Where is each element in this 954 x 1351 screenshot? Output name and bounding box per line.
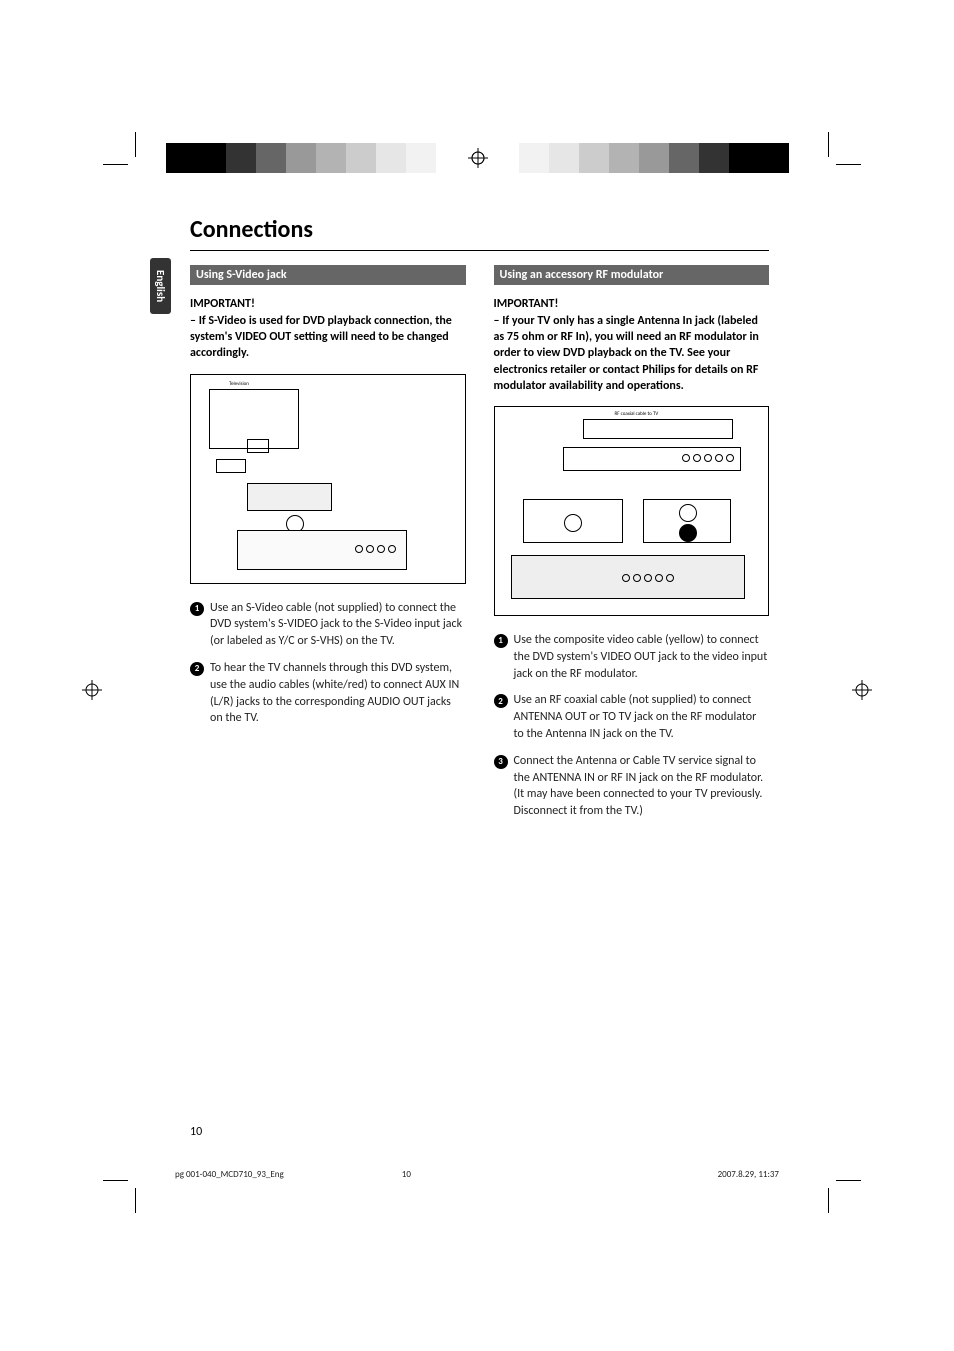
registration-mark-left — [82, 680, 102, 700]
footer-date: 2007.8.29, 11:37 — [573, 1169, 779, 1180]
crop-mark-bl — [103, 1173, 143, 1213]
page-number: 10 — [190, 1125, 202, 1139]
left-column: Using S-Video jack IMPORTANT! – If S-Vid… — [190, 265, 466, 830]
footer-filename: pg 001-040_MCD710_93_Eng — [175, 1169, 284, 1180]
diagram-svideo: Television — [190, 374, 466, 584]
registration-mark-bottom — [468, 148, 488, 168]
color-bar-left — [166, 143, 436, 173]
important-label: IMPORTANT! — [190, 297, 466, 311]
title-underline — [190, 250, 769, 251]
important-text-rf: – If your TV only has a single Antenna I… — [494, 313, 770, 394]
language-tab: English — [150, 258, 171, 314]
step-item: 2 To hear the TV channels through this DV… — [190, 660, 466, 727]
steps-rf: 1 Use the composite video cable (yellow) … — [494, 632, 770, 830]
step-number-icon: 1 — [190, 602, 204, 616]
step-number-icon: 2 — [190, 662, 204, 676]
step-number-icon: 1 — [494, 634, 508, 648]
important-label: IMPORTANT! — [494, 297, 770, 311]
footer-page: 10 — [284, 1169, 573, 1180]
steps-svideo: 1 Use an S-Video cable (not supplied) to … — [190, 600, 466, 738]
step-text: Connect the Antenna or Cable TV service … — [514, 753, 770, 820]
diagram-ant-label: RF coaxial cable to TV — [615, 411, 659, 417]
important-text-svideo: – If S-Video is used for DVD playback co… — [190, 313, 466, 362]
step-text: Use an S-Video cable (not supplied) to c… — [210, 600, 466, 650]
color-bar-right — [519, 143, 789, 173]
step-item: 3 Connect the Antenna or Cable TV service… — [494, 753, 770, 820]
step-text: Use the composite video cable (yellow) t… — [514, 632, 770, 682]
step-item: 2 Use an RF coaxial cable (not supplied) … — [494, 692, 770, 742]
crop-mark-tl — [103, 132, 143, 172]
registration-mark-right — [852, 680, 872, 700]
step-item: 1 Use an S-Video cable (not supplied) to … — [190, 600, 466, 650]
step-text: Use an RF coaxial cable (not supplied) t… — [514, 692, 770, 742]
section-heading-rf: Using an accessory RF modulator — [494, 265, 770, 285]
footer: pg 001-040_MCD710_93_Eng 10 2007.8.29, 1… — [175, 1169, 779, 1180]
step-number-icon: 2 — [494, 694, 508, 708]
crop-mark-br — [821, 1173, 861, 1213]
right-column: Using an accessory RF modulator IMPORTAN… — [494, 265, 770, 830]
page-content: Connections Using S-Video jack IMPORTANT… — [190, 215, 769, 830]
diagram-tv-label: Television — [229, 381, 249, 387]
crop-mark-tr — [821, 132, 861, 172]
page-title: Connections — [190, 215, 769, 244]
step-item: 1 Use the composite video cable (yellow) … — [494, 632, 770, 682]
step-number-icon: 3 — [494, 755, 508, 769]
section-heading-svideo: Using S-Video jack — [190, 265, 466, 285]
diagram-rf: RF coaxial cable to TV — [494, 406, 770, 616]
step-text: To hear the TV channels through this DVD… — [210, 660, 466, 727]
